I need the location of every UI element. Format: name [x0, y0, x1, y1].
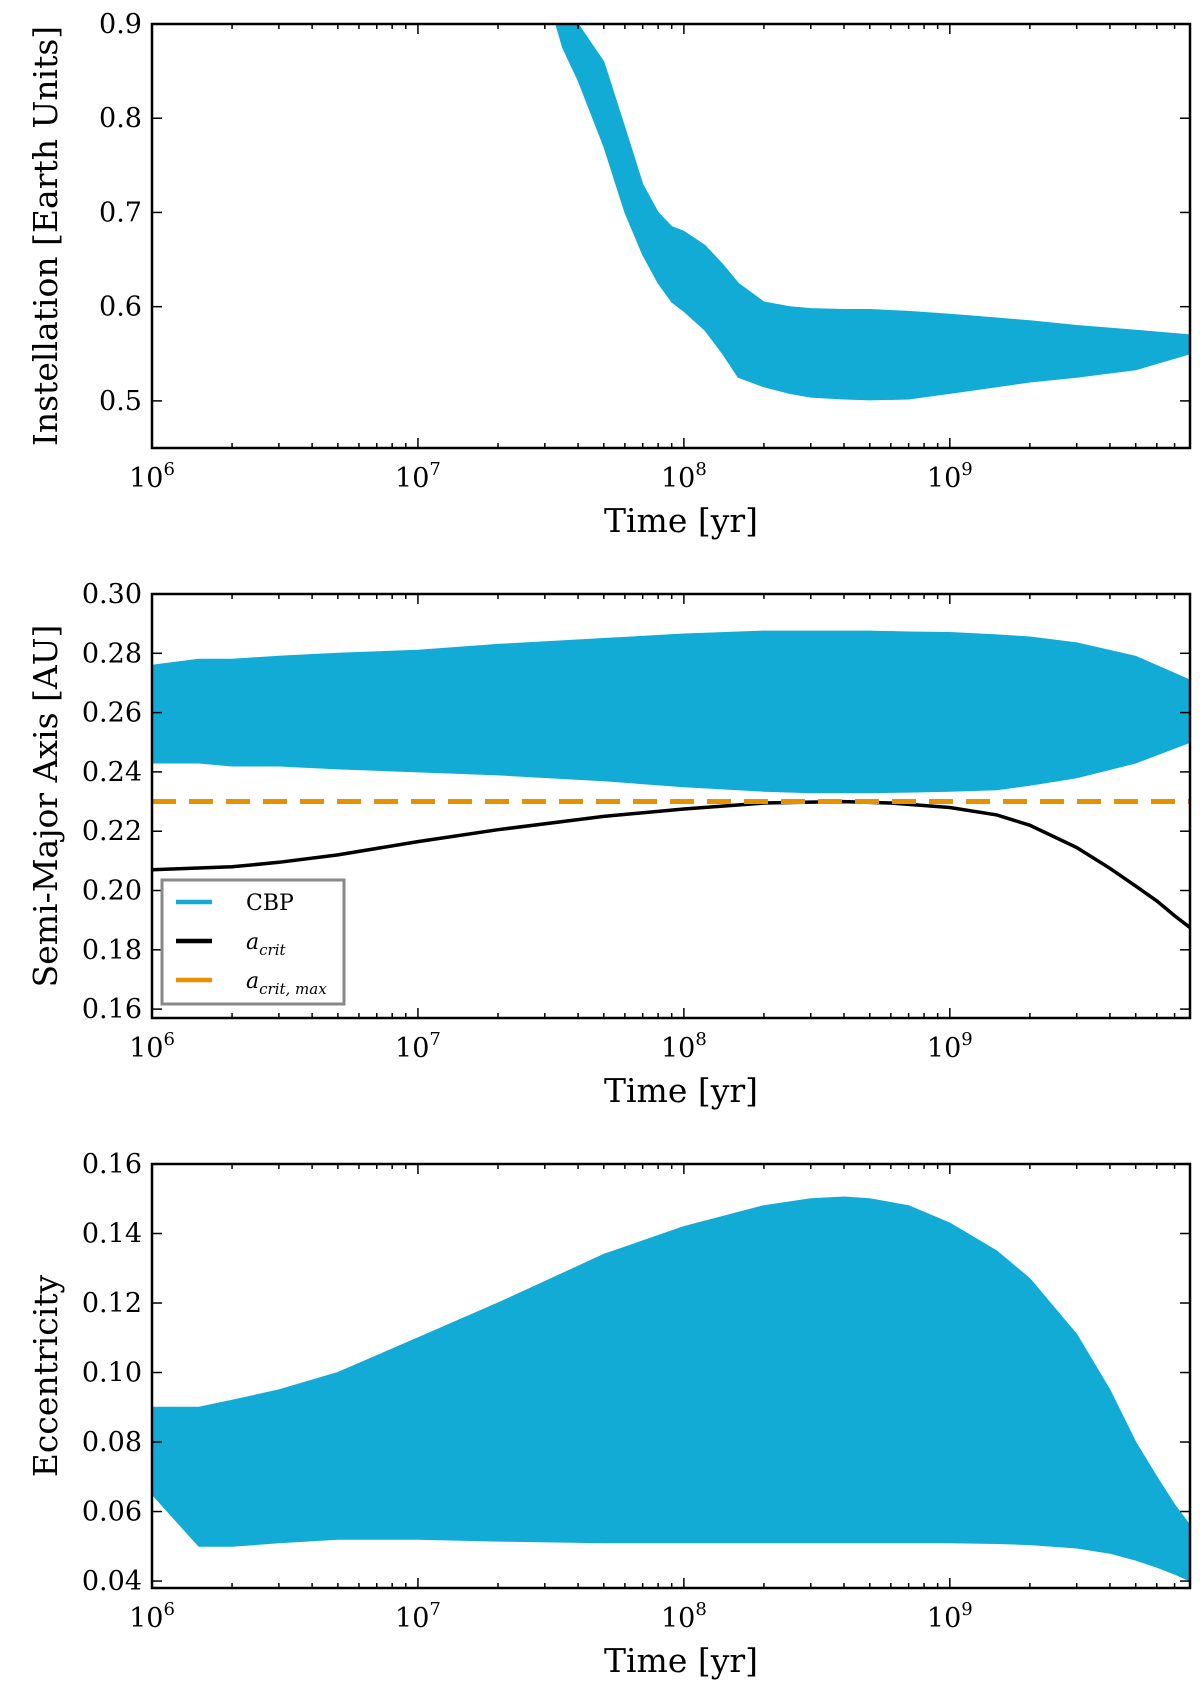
x-tick-label: 107: [395, 459, 441, 494]
x-tick-label: 108: [661, 1029, 707, 1064]
chart-panel-instellation: 106 107 108 109 0.5 0.6 0.7 0.8 0.9 Time [yr] Inst…: [26, 9, 1192, 540]
x-axis-label: Time [yr]: [604, 1071, 758, 1110]
y-tick-label: 0.7: [99, 197, 142, 228]
legend-label-a_crit_max: acrit, max: [246, 969, 327, 998]
chart-panel-semimajor: 106 107 108 109 0.16 0.18 0.20 0.22 0.24 0.26 0.28…: [26, 579, 1192, 1110]
series-cbp-band: [152, 630, 1190, 794]
x-tick-label: 109: [927, 1599, 973, 1634]
series-cbp-band: [152, 1196, 1190, 1582]
chart-panel-eccentricity: 106 107 108 109 0.04 0.06 0.08 0.10 0.12 0.14 0.16…: [26, 1149, 1192, 1680]
x-tick-label: 109: [927, 459, 973, 494]
y-tick-label: 0.9: [99, 9, 142, 40]
y-tick-label: 0.12: [82, 1288, 142, 1319]
series-cbp-band: [555, 24, 1190, 401]
legend-label-a_crit: acrit: [246, 930, 286, 959]
y-tick-label: 0.24: [82, 757, 142, 788]
y-axis-label: Semi-Major Axis [AU]: [26, 625, 65, 988]
x-axis-label: Time [yr]: [604, 501, 758, 540]
x-tick-label: 108: [661, 1599, 707, 1634]
x-tick-label: 106: [129, 1029, 175, 1064]
x-tick-label: 107: [395, 1599, 441, 1634]
legend: CBP acrit acrit, max: [160, 878, 346, 1006]
y-tick-label: 0.5: [99, 386, 142, 417]
y-tick-label: 0.26: [82, 698, 142, 729]
x-axis-label: Time [yr]: [604, 1641, 758, 1680]
series-a-crit-line: [152, 799, 1190, 929]
y-axis-label: Eccentricity: [26, 1274, 65, 1477]
legend-label-CBP: CBP: [246, 891, 294, 916]
plot-area-semimajor: [152, 630, 1190, 929]
x-tick-label: 106: [129, 1599, 175, 1634]
plot-area-instellation: [555, 24, 1190, 401]
y-tick-label: 0.08: [82, 1427, 142, 1458]
y-tick-label: 0.28: [82, 638, 142, 669]
y-tick-label: 0.30: [82, 579, 142, 610]
x-tick-label: 109: [927, 1029, 973, 1064]
y-tick-label: 0.16: [82, 994, 142, 1025]
y-axis-label: Instellation [Earth Units]: [26, 26, 65, 446]
y-tick-label: 0.22: [82, 816, 142, 847]
y-tick-label: 0.6: [99, 292, 142, 323]
x-tick-label: 108: [661, 459, 707, 494]
plot-area-eccentricity: [152, 1196, 1190, 1582]
x-tick-label: 106: [129, 459, 175, 494]
y-tick-label: 0.18: [82, 935, 142, 966]
y-tick-label: 0.04: [82, 1566, 142, 1597]
x-tick-label: 107: [395, 1029, 441, 1064]
y-tick-label: 0.10: [82, 1358, 142, 1389]
y-tick-label: 0.8: [99, 103, 142, 134]
y-tick-label: 0.20: [82, 876, 142, 907]
y-tick-label: 0.16: [82, 1149, 142, 1180]
y-tick-label: 0.14: [82, 1219, 142, 1250]
y-tick-label: 0.06: [82, 1497, 142, 1528]
